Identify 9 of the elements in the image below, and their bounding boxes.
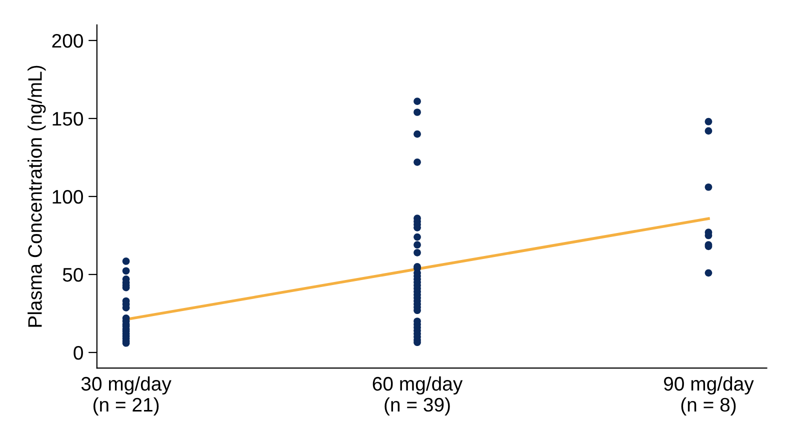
x-tick-label: 90 mg/day (n = 8) <box>664 376 754 416</box>
y-tick-label: 150 <box>52 112 83 126</box>
y-tick-label: 50 <box>62 268 83 282</box>
y-tick-label: 200 <box>52 34 83 48</box>
y-axis-title: Plasma Concentration (ng/mL) <box>28 66 46 327</box>
x-tick-label: 60 mg/day (n = 39) <box>372 376 463 416</box>
y-tick-label: 100 <box>52 190 83 204</box>
y-tick-label: 0 <box>74 346 83 360</box>
x-tick-label: 30 mg/day (n = 21) <box>81 376 172 416</box>
